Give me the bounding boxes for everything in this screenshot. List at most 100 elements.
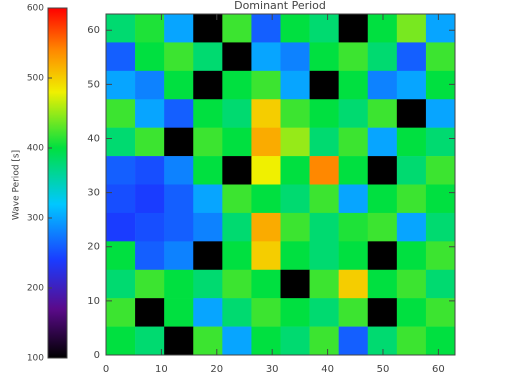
heatmap-cell — [280, 99, 310, 128]
heatmap-cell — [338, 127, 369, 157]
heatmap-cell — [135, 70, 165, 100]
heatmap-cell — [396, 14, 427, 43]
x-tick-label: 40 — [321, 364, 334, 375]
heatmap-cell — [222, 156, 252, 185]
heatmap-cell — [135, 127, 165, 157]
heatmap-cell — [338, 70, 369, 100]
heatmap-cell — [193, 156, 223, 185]
heatmap-cell — [193, 326, 223, 356]
heatmap-cell — [222, 14, 252, 43]
heatmap-cell — [106, 99, 136, 128]
heatmap-cell — [425, 127, 456, 157]
x-tick-label: 0 — [103, 364, 109, 375]
colorbar-tick-label: 400 — [27, 144, 44, 154]
heatmap-cell — [425, 99, 456, 128]
colorbar — [47, 7, 68, 359]
heatmap-cell — [425, 212, 456, 242]
x-tick-label: 30 — [266, 364, 279, 375]
heatmap-cell — [251, 42, 281, 72]
heatmap-cell — [396, 212, 427, 242]
heatmap-cell — [280, 42, 310, 72]
heatmap-cell — [338, 42, 369, 72]
heatmap-cell — [338, 269, 369, 299]
heatmap-cell — [106, 184, 136, 214]
colorbar-tick-label: 100 — [27, 354, 44, 364]
heatmap-cell — [193, 99, 223, 128]
heatmap-cell — [222, 298, 252, 327]
heatmap-cell — [106, 298, 136, 327]
heatmap-cell — [135, 184, 165, 214]
heatmap-cell — [193, 298, 223, 327]
heatmap-cell — [193, 184, 223, 214]
heatmap-cell — [338, 99, 369, 128]
heatmap-cell — [164, 127, 194, 157]
heatmap-cell — [367, 127, 398, 157]
heatmap-cell — [251, 127, 281, 157]
heatmap-cell — [367, 298, 398, 327]
heatmap-cell — [425, 298, 456, 327]
heatmap-cell — [396, 127, 427, 157]
heatmap-cell — [164, 241, 194, 271]
heatmap-cell — [135, 326, 165, 356]
heatmap-cell — [338, 326, 369, 356]
heatmap-cell — [396, 241, 427, 271]
heatmap-cell — [222, 326, 252, 356]
y-tick-label: 30 — [87, 188, 100, 199]
heatmap-cell — [425, 70, 456, 100]
colorbar-tick-label: 600 — [27, 4, 44, 14]
heatmap-cell — [135, 298, 165, 327]
x-tick-label: 50 — [377, 364, 390, 375]
heatmap-cell — [135, 269, 165, 299]
heatmap-cell — [106, 42, 136, 72]
heatmap-cell — [251, 99, 281, 128]
heatmap-cell — [251, 212, 281, 242]
heatmap-cell — [280, 184, 310, 214]
heatmap-cell — [106, 326, 136, 356]
heatmap-cell — [396, 326, 427, 356]
heatmap-cell — [367, 156, 398, 185]
heatmap-cell — [164, 212, 194, 242]
heatmap-cell — [164, 326, 194, 356]
x-tick-label: 10 — [155, 364, 168, 375]
heatmap-cell — [164, 99, 194, 128]
y-tick-label: 40 — [87, 133, 100, 144]
heatmap-cell — [338, 241, 369, 271]
heatmap-cell — [251, 156, 281, 185]
heatmap-cell — [425, 156, 456, 185]
heatmap-cell — [164, 269, 194, 299]
heatmap-cell — [222, 269, 252, 299]
x-tick-label: 20 — [210, 364, 223, 375]
heatmap-cell — [309, 298, 339, 327]
colorbar-tick-label: 200 — [27, 284, 44, 294]
heatmap-cell — [396, 70, 427, 100]
heatmap-cell — [338, 212, 369, 242]
colorbar-tick-label: 300 — [27, 214, 44, 224]
heatmap-cell — [280, 212, 310, 242]
heatmap-cell — [367, 42, 398, 72]
heatmap-cell — [222, 184, 252, 214]
plot-frame — [105, 13, 456, 356]
heatmap-cell — [396, 298, 427, 327]
heatmap-cell — [164, 42, 194, 72]
heatmap-cell — [425, 241, 456, 271]
heatmap-cell — [425, 326, 456, 356]
heatmap-cell — [280, 127, 310, 157]
heatmap-cell — [367, 241, 398, 271]
heatmap-cell — [251, 269, 281, 299]
heatmap-cell — [309, 241, 339, 271]
heatmap-cell — [222, 99, 252, 128]
heatmap-cell — [309, 42, 339, 72]
y-tick-label: 10 — [87, 296, 100, 307]
heatmap-cell — [193, 127, 223, 157]
heatmap-cell — [396, 99, 427, 128]
heatmap-cell — [396, 42, 427, 72]
heatmap-cell — [106, 156, 136, 185]
heatmap-cell — [367, 99, 398, 128]
heatmap-cell — [425, 184, 456, 214]
heatmap-cell — [338, 14, 369, 43]
heatmap-cell — [280, 14, 310, 43]
heatmap-cell — [367, 184, 398, 214]
heatmap-cell — [280, 269, 310, 299]
heatmap-cell — [280, 241, 310, 271]
